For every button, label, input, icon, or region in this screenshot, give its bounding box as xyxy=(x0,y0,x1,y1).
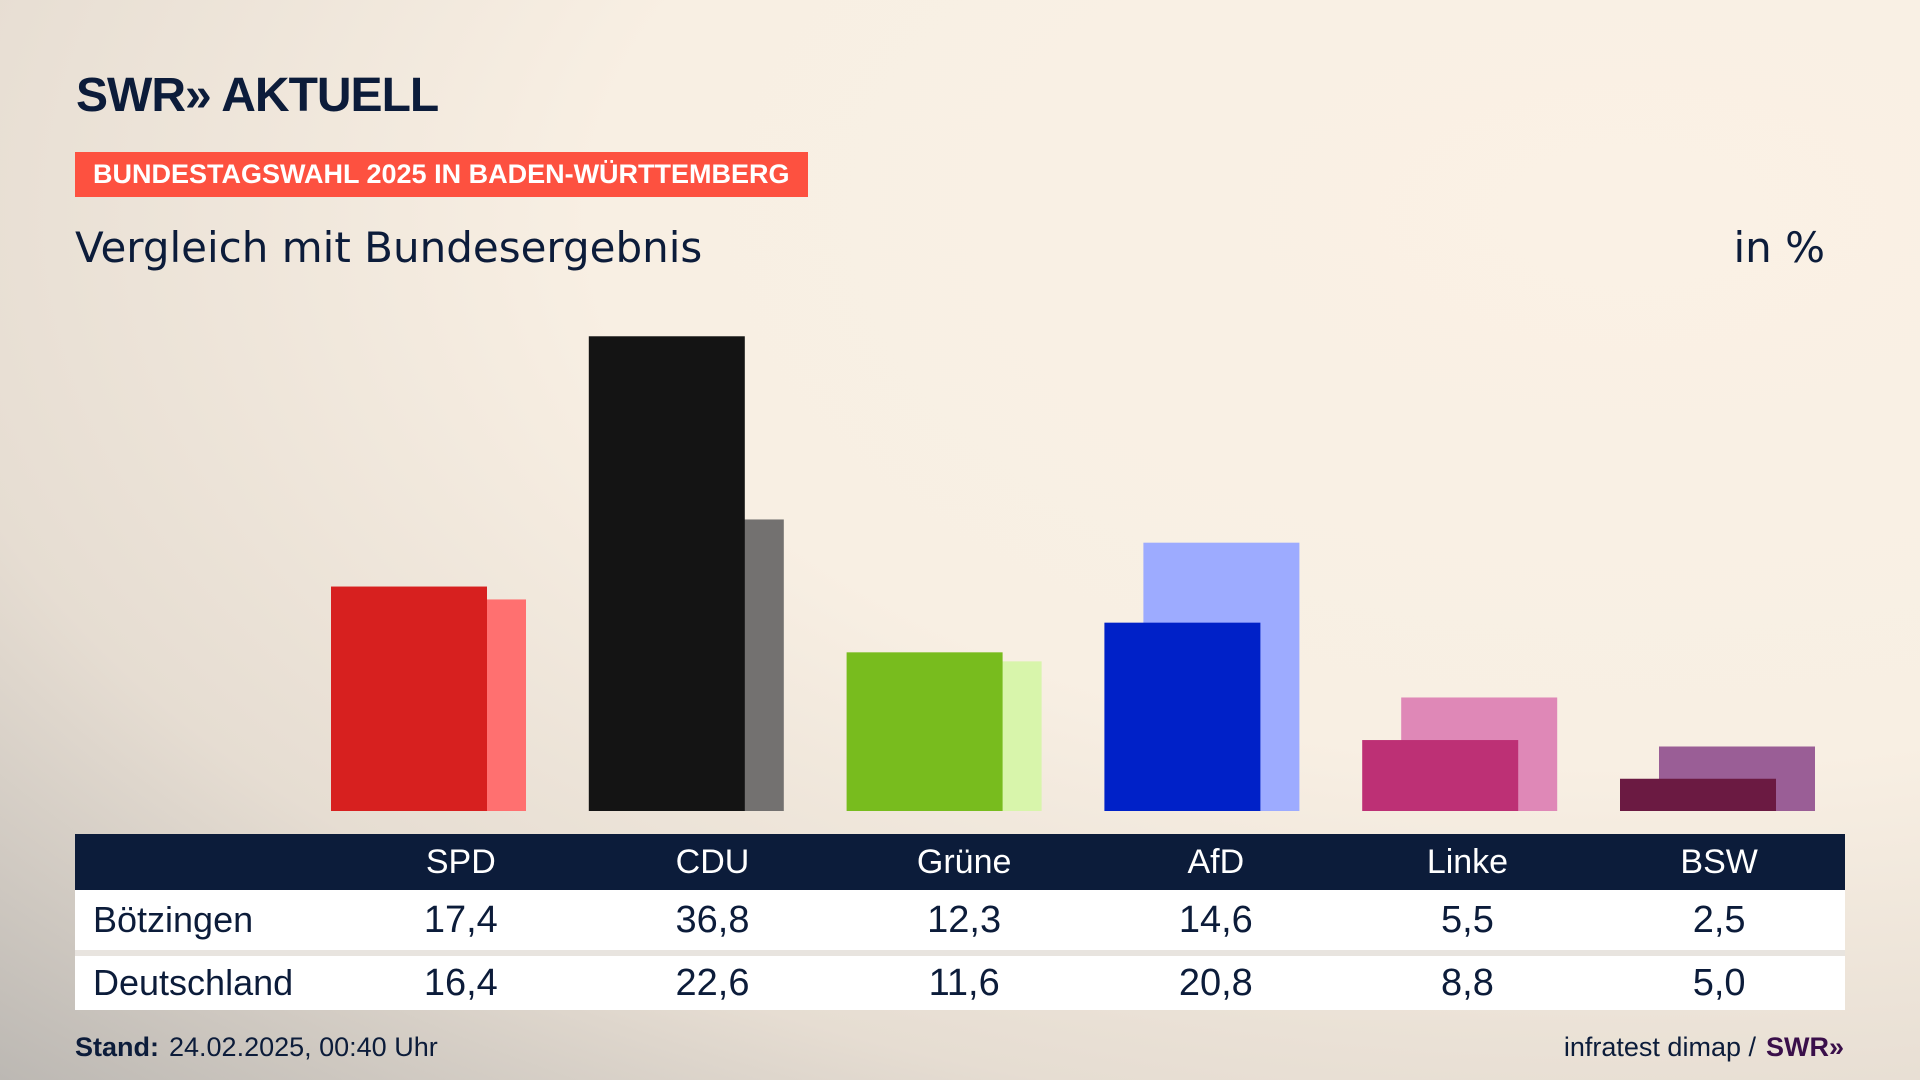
stand-value: 24.02.2025, 00:40 Uhr xyxy=(169,1032,438,1062)
value-cell: 36,8 xyxy=(586,890,839,950)
header-blank xyxy=(75,834,335,890)
value-cell: 12,3 xyxy=(838,890,1090,950)
bar-boetzingen-bsw xyxy=(1620,778,1776,811)
results-table: SPD CDU Grüne AfD Linke BSW Bötzingen 17,4 36,8… xyxy=(75,834,1845,1010)
value-cell: 22,6 xyxy=(586,950,839,1010)
unit-label: in % xyxy=(1733,223,1825,272)
party-header: AfD xyxy=(1089,834,1342,890)
value-cell: 2,5 xyxy=(1593,890,1845,950)
bar-boetzingen-spd xyxy=(331,586,487,811)
party-header: SPD xyxy=(335,834,587,890)
chart-title: Vergleich mit Bundesergebnis xyxy=(75,223,703,272)
row-label: Bötzingen xyxy=(75,890,335,950)
row-label: Deutschland xyxy=(75,950,335,1010)
bar-boetzingen-cdu xyxy=(588,336,745,811)
bar-boetzingen-grüne xyxy=(846,652,1003,811)
value-cell: 8,8 xyxy=(1341,950,1594,1010)
timestamp: Stand: 24.02.2025, 00:40 Uhr xyxy=(75,1030,438,1064)
value-cell: 5,5 xyxy=(1341,890,1594,950)
source: infratest dimap / SWR» xyxy=(1564,1030,1844,1064)
party-header: CDU xyxy=(586,834,839,890)
value-cell: 11,6 xyxy=(838,950,1090,1010)
bar-chart xyxy=(331,336,1815,811)
party-header: Linke xyxy=(1341,834,1594,890)
value-cell: 14,6 xyxy=(1089,890,1342,950)
election-banner: BUNDESTAGSWAHL 2025 IN BADEN-WÜRTTEMBERG xyxy=(75,152,808,197)
party-header: BSW xyxy=(1593,834,1845,890)
value-cell: 16,4 xyxy=(335,950,587,1010)
bar-boetzingen-linke xyxy=(1362,740,1519,811)
source-text: infratest dimap / xyxy=(1563,1032,1756,1062)
swr-aktuell-logo: SWR» AKTUELL xyxy=(76,69,439,122)
swr-logo-small: SWR» xyxy=(1765,1032,1844,1062)
party-header: Grüne xyxy=(838,834,1090,890)
value-cell: 20,8 xyxy=(1089,950,1342,1010)
bar-boetzingen-afd xyxy=(1104,622,1261,811)
stand-label: Stand: xyxy=(75,1032,159,1062)
value-cell: 5,0 xyxy=(1593,950,1845,1010)
value-cell: 17,4 xyxy=(335,890,587,950)
